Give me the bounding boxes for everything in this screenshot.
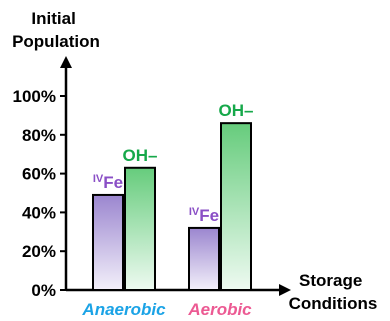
series-label-superscript: IV	[189, 206, 200, 218]
category-label-aerobic: Aerobic	[187, 300, 252, 319]
y-tick-label: 60%	[22, 165, 56, 184]
x-axis-arrowhead	[279, 284, 291, 296]
y-tick-label: 40%	[22, 203, 56, 222]
bar-aerobic-oh	[220, 122, 252, 291]
y-tick-label: 0%	[31, 281, 56, 300]
y-tick-label: 100%	[13, 87, 56, 106]
series-label-fe: IVFe	[93, 173, 123, 192]
y-ticks: 0% 20% 40% 60% 80% 100%	[13, 87, 66, 300]
y-axis-title-line-1: Initial	[31, 9, 75, 28]
category-label-anaerobic: Anaerobic	[81, 300, 166, 319]
bar-anaerobic-oh	[124, 166, 156, 291]
y-tick-label: 80%	[22, 126, 56, 145]
series-label-oh: OH–	[219, 101, 254, 120]
x-axis-title: Storage Conditions	[289, 271, 378, 313]
category-labels: Anaerobic Aerobic	[81, 300, 252, 319]
series-label-oh: OH–	[123, 146, 158, 165]
y-axis-title: Initial Population	[12, 9, 100, 51]
bar-anaerobic-fe	[92, 193, 124, 291]
x-axis-title-line-2: Conditions	[289, 294, 378, 313]
y-tick-label: 20%	[22, 242, 56, 261]
y-axis-title-line-2: Population	[12, 32, 100, 51]
series-label-superscript: IV	[93, 173, 104, 185]
bars	[92, 122, 252, 291]
y-axis-arrowhead	[60, 56, 72, 68]
bar-aerobic-fe	[188, 226, 220, 291]
series-label-main: Fe	[199, 206, 219, 225]
series-label-main: Fe	[103, 173, 123, 192]
series-label-fe: IVFe	[189, 206, 219, 225]
x-axis-title-line-1: Storage	[299, 271, 362, 290]
